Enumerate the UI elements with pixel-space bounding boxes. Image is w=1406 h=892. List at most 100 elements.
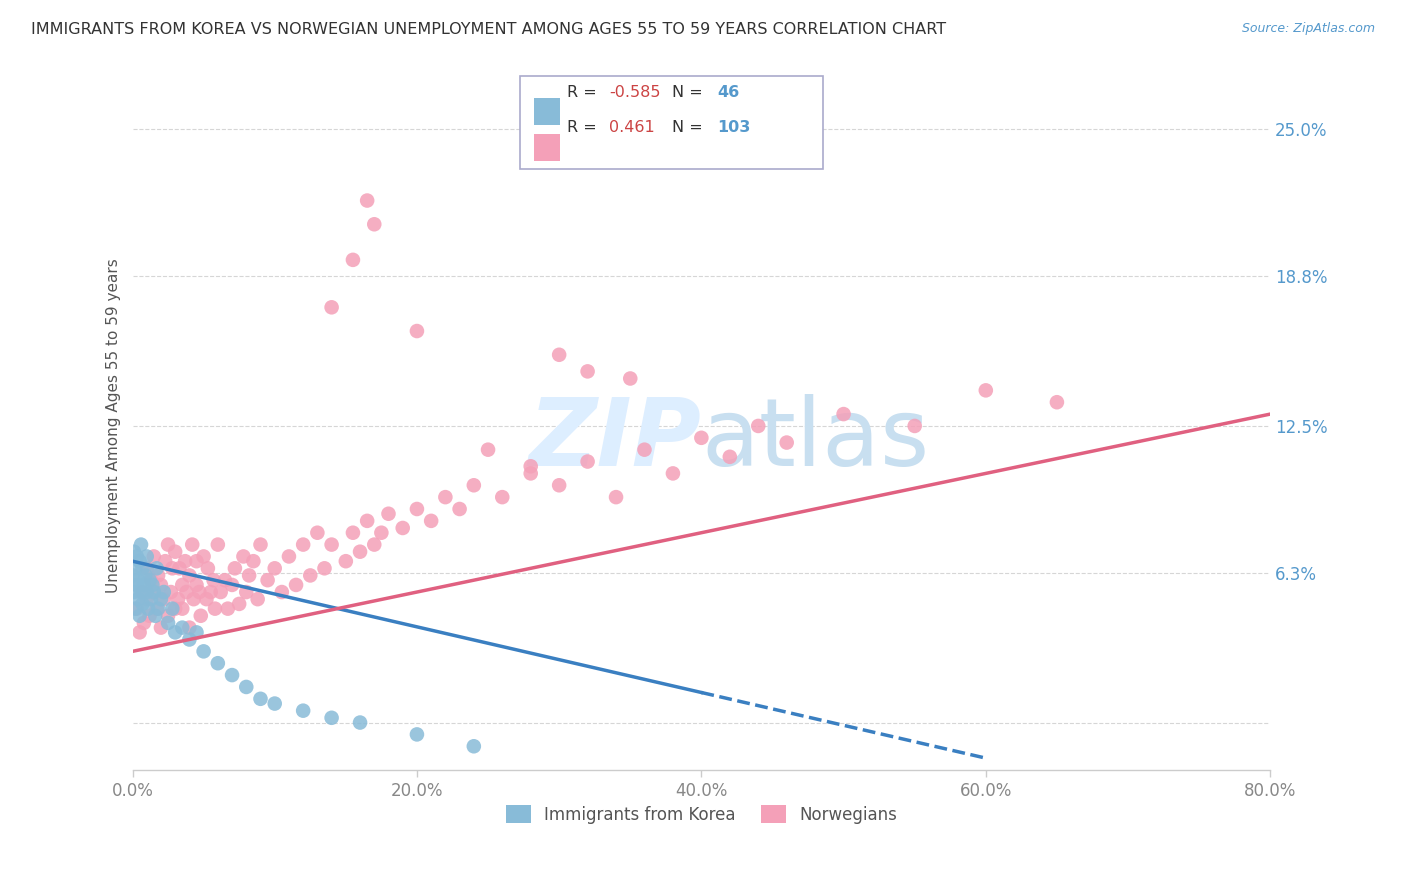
Point (152, 592, 174, 607)
Point (179, 632, 201, 647)
Point (356, 194, 378, 208)
Point (195, 592, 218, 607)
Point (132, 578, 155, 592)
Point (235, 680, 257, 694)
Point (477, 442, 499, 457)
Point (139, 573, 162, 587)
Point (221, 578, 243, 592)
Point (228, 597, 250, 611)
Point (321, 711, 343, 725)
Point (122, 585, 145, 599)
Point (576, 454, 599, 468)
Point (209, 585, 232, 599)
Point (193, 549, 215, 564)
Point (146, 568, 169, 582)
Point (197, 561, 219, 575)
Point (167, 592, 190, 607)
Point (747, 419, 769, 434)
Point (299, 568, 322, 582)
Point (204, 601, 226, 615)
Point (519, 467, 541, 481)
Point (232, 549, 254, 564)
Point (179, 621, 201, 635)
Text: N =: N = (672, 120, 709, 136)
Point (162, 561, 184, 575)
Point (249, 691, 271, 706)
Text: N =: N = (672, 85, 709, 100)
Point (633, 442, 655, 457)
Point (363, 217, 385, 231)
Point (157, 615, 180, 630)
Point (131, 585, 153, 599)
Point (974, 384, 997, 398)
Point (146, 601, 169, 615)
Point (157, 608, 180, 623)
Point (149, 592, 172, 607)
Point (143, 608, 166, 623)
Point (420, 514, 443, 528)
Point (181, 538, 204, 552)
Point (249, 538, 271, 552)
Point (321, 538, 343, 552)
Point (356, 514, 378, 528)
Point (131, 561, 153, 575)
Y-axis label: Unemployment Among Ages 55 to 59 years: Unemployment Among Ages 55 to 59 years (107, 259, 121, 593)
Point (904, 419, 927, 434)
Point (363, 538, 385, 552)
Point (155, 554, 177, 568)
Point (292, 538, 315, 552)
Point (134, 568, 156, 582)
Point (832, 407, 855, 421)
Point (576, 364, 599, 378)
Point (207, 538, 229, 552)
Point (179, 568, 201, 582)
Point (321, 301, 343, 315)
Point (221, 668, 243, 682)
Point (186, 625, 208, 640)
Point (285, 578, 308, 592)
Point (122, 545, 145, 559)
Point (391, 521, 413, 535)
Point (152, 585, 174, 599)
Point (491, 490, 513, 504)
Point (138, 573, 160, 587)
Point (165, 545, 187, 559)
Point (129, 585, 152, 599)
Point (335, 554, 357, 568)
Point (200, 585, 222, 599)
Point (519, 459, 541, 474)
Point (176, 585, 198, 599)
Point (190, 608, 212, 623)
Point (136, 601, 159, 615)
Point (128, 554, 150, 568)
Point (235, 585, 257, 599)
Point (349, 545, 371, 559)
Point (124, 561, 146, 575)
Point (124, 601, 146, 615)
Point (188, 585, 211, 599)
Point (138, 608, 160, 623)
Point (149, 621, 172, 635)
Point (242, 554, 264, 568)
Text: atlas: atlas (702, 393, 929, 486)
Point (370, 525, 392, 540)
Point (246, 592, 269, 607)
Point (263, 697, 285, 711)
Point (377, 507, 399, 521)
Point (162, 601, 184, 615)
Point (662, 467, 685, 481)
Point (238, 568, 260, 582)
Point (127, 573, 149, 587)
Point (128, 625, 150, 640)
Point (169, 561, 191, 575)
Point (165, 601, 187, 615)
Point (1046, 395, 1069, 409)
Point (135, 561, 157, 575)
Point (463, 478, 485, 492)
Text: 103: 103 (717, 120, 751, 136)
Point (619, 371, 641, 385)
Text: R =: R = (567, 120, 606, 136)
Point (125, 578, 148, 592)
Point (548, 478, 571, 492)
Point (202, 573, 225, 587)
